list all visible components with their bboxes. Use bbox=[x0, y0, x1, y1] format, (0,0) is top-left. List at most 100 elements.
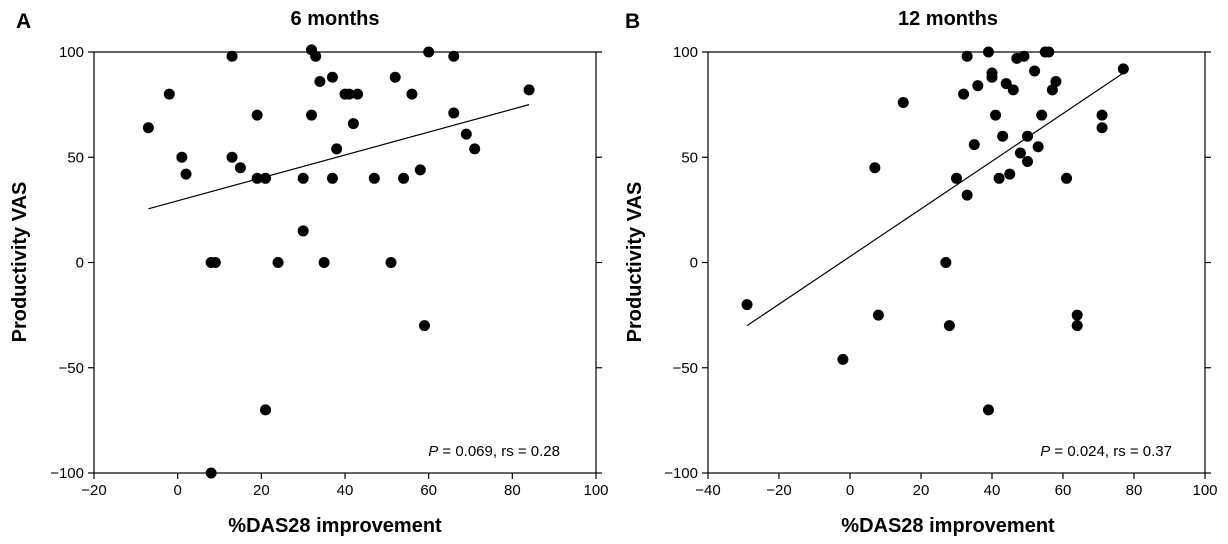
data-point bbox=[297, 172, 309, 184]
data-point bbox=[943, 320, 955, 332]
x-axis-title: %DAS28 improvement bbox=[228, 515, 442, 537]
data-point bbox=[1029, 65, 1041, 77]
x-tick-label: 80 bbox=[1126, 482, 1143, 499]
x-tick-label: 0 bbox=[846, 482, 854, 499]
panel-b: B 12 months Productivity VAS %DAS28 impr… bbox=[624, 8, 1218, 537]
data-point bbox=[961, 50, 973, 62]
data-point bbox=[1004, 168, 1016, 180]
data-point bbox=[260, 172, 272, 184]
data-point bbox=[1050, 75, 1062, 87]
data-point bbox=[958, 88, 970, 100]
data-point bbox=[352, 88, 364, 100]
data-point bbox=[448, 50, 460, 62]
y-tick-label: 100 bbox=[673, 44, 698, 61]
x-tick-label: 40 bbox=[984, 482, 1001, 499]
data-point bbox=[318, 257, 330, 268]
x-tick-label: 80 bbox=[504, 482, 521, 499]
x-tick-label: 60 bbox=[420, 482, 437, 499]
data-point bbox=[1071, 309, 1083, 321]
y-tick-label: −50 bbox=[673, 360, 698, 377]
panel-a: A 6 months Productivity VAS %DAS28 impro… bbox=[9, 8, 609, 537]
chart-title: 6 months bbox=[291, 8, 380, 30]
data-point bbox=[398, 172, 410, 184]
stats-annotation: P = 0.069, rs = 0.28 bbox=[428, 443, 560, 460]
data-point bbox=[1061, 172, 1073, 184]
data-point bbox=[297, 225, 309, 237]
data-point bbox=[142, 122, 154, 134]
stats-annotation: P = 0.024, rs = 0.37 bbox=[1040, 443, 1172, 460]
data-point bbox=[418, 320, 430, 332]
y-tick-label: 50 bbox=[681, 149, 698, 166]
data-point bbox=[872, 309, 884, 321]
panel-label: B bbox=[625, 10, 640, 33]
trend-line bbox=[148, 104, 530, 210]
data-point bbox=[897, 97, 909, 109]
data-point bbox=[326, 71, 338, 83]
x-tick-label: −20 bbox=[81, 482, 106, 499]
data-point bbox=[385, 257, 397, 268]
data-point bbox=[993, 172, 1005, 184]
chart-title: 12 months bbox=[898, 8, 998, 30]
x-tick-label: −40 bbox=[695, 482, 720, 499]
data-point bbox=[1007, 84, 1019, 96]
x-tick-label: 100 bbox=[1192, 482, 1217, 499]
trend-line bbox=[746, 72, 1124, 327]
data-point bbox=[469, 143, 481, 155]
y-tick-label: −100 bbox=[664, 465, 698, 482]
x-tick-label: 40 bbox=[337, 482, 354, 499]
y-tick-label: 0 bbox=[76, 255, 84, 272]
data-point bbox=[226, 50, 238, 62]
data-point bbox=[1046, 84, 1058, 96]
data-point bbox=[310, 50, 322, 62]
data-point bbox=[1032, 141, 1044, 153]
data-point bbox=[1022, 155, 1033, 167]
data-point bbox=[741, 299, 753, 311]
p-symbol: P bbox=[428, 443, 438, 460]
data-point bbox=[968, 139, 980, 151]
data-point bbox=[368, 172, 380, 184]
x-tick-label: −20 bbox=[766, 482, 791, 499]
data-point bbox=[869, 162, 881, 174]
y-tick-label: −50 bbox=[59, 360, 84, 377]
data-point bbox=[176, 151, 188, 163]
data-point bbox=[1071, 320, 1083, 332]
data-point bbox=[226, 151, 238, 163]
x-tick-label: 0 bbox=[173, 482, 181, 499]
data-point bbox=[1117, 63, 1129, 75]
stats-text: = 0.024, rs = 0.37 bbox=[1050, 443, 1172, 460]
y-axis-title: Productivity VAS bbox=[9, 182, 31, 343]
data-point bbox=[951, 172, 962, 184]
data-point bbox=[1036, 109, 1048, 121]
data-point bbox=[1043, 46, 1055, 58]
data-point bbox=[837, 353, 849, 365]
x-tick-label: 60 bbox=[1055, 482, 1072, 499]
data-point bbox=[1014, 147, 1026, 159]
data-point bbox=[180, 168, 192, 180]
y-axis-title: Productivity VAS bbox=[624, 182, 646, 343]
plot-frame bbox=[707, 51, 1206, 474]
data-point bbox=[982, 46, 994, 58]
data-point bbox=[997, 130, 1009, 142]
data-point bbox=[460, 128, 472, 140]
data-point bbox=[326, 172, 338, 184]
data-point bbox=[972, 80, 984, 92]
data-point bbox=[209, 257, 221, 268]
data-point bbox=[982, 404, 994, 416]
y-tick-label: 100 bbox=[59, 44, 84, 61]
y-tick-label: 0 bbox=[690, 255, 698, 272]
data-point bbox=[163, 88, 175, 100]
data-point bbox=[1000, 78, 1012, 90]
data-point bbox=[961, 189, 973, 201]
data-point bbox=[1018, 50, 1030, 62]
data-point bbox=[414, 164, 426, 176]
data-point bbox=[331, 143, 343, 155]
data-point bbox=[389, 71, 401, 83]
x-tick-label: 100 bbox=[583, 482, 608, 499]
data-point bbox=[448, 107, 460, 119]
data-point bbox=[1096, 122, 1108, 134]
p-symbol: P bbox=[1040, 443, 1050, 460]
data-point bbox=[986, 71, 998, 83]
y-tick-label: 50 bbox=[67, 149, 84, 166]
data-point bbox=[314, 75, 326, 87]
